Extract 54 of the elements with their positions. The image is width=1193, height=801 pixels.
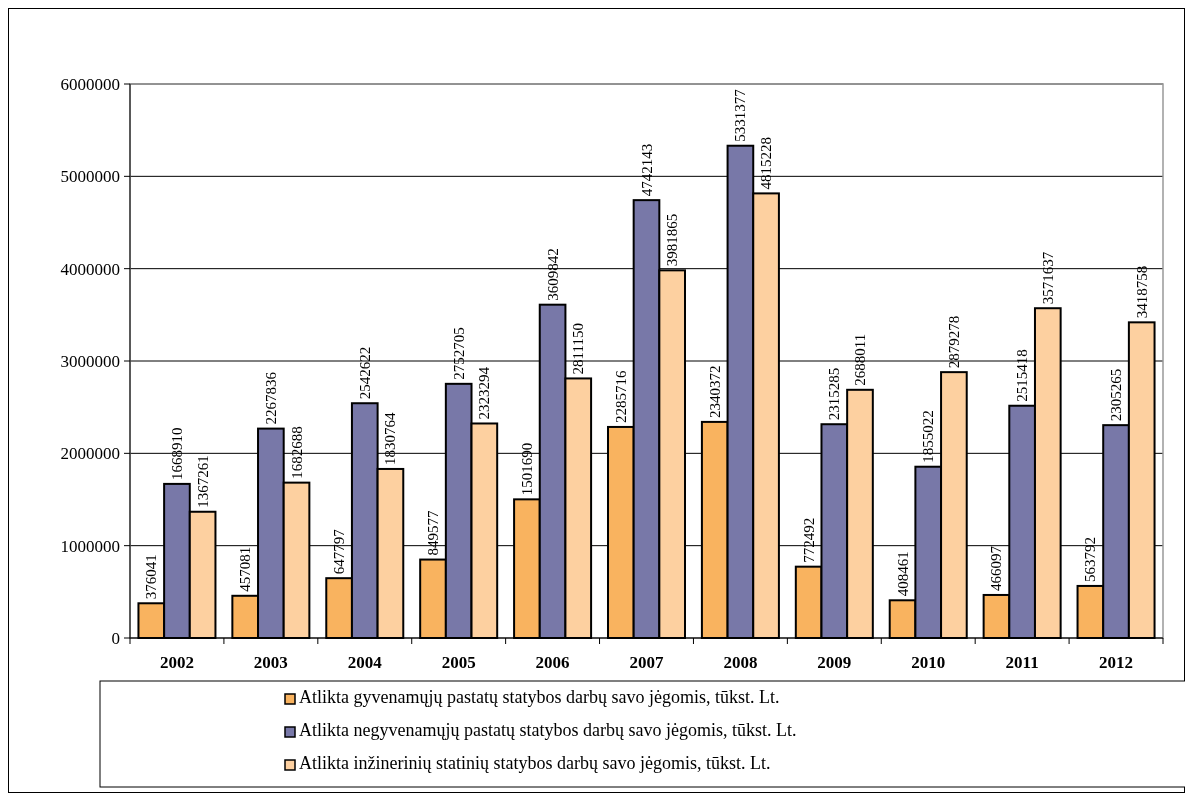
data-label: 3981865	[664, 213, 681, 267]
x-tick-label: 2008	[723, 653, 758, 672]
data-label: 376041	[143, 554, 160, 600]
y-tick-label: 4000000	[60, 259, 120, 279]
x-tick-label: 2009	[817, 653, 852, 672]
data-label: 3609842	[544, 248, 561, 301]
data-label: 563792	[1082, 536, 1099, 582]
data-label: 408461	[894, 551, 911, 597]
y-tick-label: 1000000	[60, 536, 120, 556]
y-tick-label: 2000000	[60, 444, 120, 464]
data-label: 457081	[237, 546, 254, 592]
y-tick-label: 0	[111, 628, 120, 648]
y-tick-label: 5000000	[60, 167, 120, 187]
data-label: 1830764	[382, 411, 399, 465]
legend-label: Atlikta negyvenamųjų pastatų statybos darbų savo jėgomis, tūkst. Lt.	[299, 720, 797, 740]
data-label: 1367261	[194, 455, 211, 508]
data-label: 5331377	[732, 88, 749, 142]
data-label: 466097	[988, 545, 1005, 591]
data-label: 1501690	[518, 442, 535, 496]
x-tick-label: 2007	[629, 653, 664, 672]
data-label: 1668910	[168, 427, 185, 480]
data-label: 2340372	[706, 365, 723, 418]
x-tick-label: 2012	[1099, 653, 1134, 672]
data-label: 2285716	[612, 369, 629, 423]
data-label: 4742143	[638, 143, 655, 197]
y-tick-label: 6000000	[60, 74, 120, 94]
data-label: 2879278	[945, 315, 962, 369]
x-tick-label: 2002	[159, 653, 194, 672]
data-label: 2752705	[450, 327, 467, 380]
data-label: 2315285	[826, 367, 843, 421]
data-label: 4815228	[758, 136, 775, 190]
data-label: 1682688	[288, 426, 305, 479]
x-tick-label: 2004	[347, 653, 383, 672]
x-tick-label: 2003	[253, 653, 288, 672]
x-tick-label: 2011	[1005, 653, 1039, 672]
x-tick-label: 2010	[911, 653, 946, 672]
data-label: 2267836	[262, 371, 279, 425]
legend-label: Atlikta gyvenamųjų pastatų statybos darbų savo jėgomis, tūkst. Lt.	[299, 687, 780, 707]
x-tick-label: 2006	[535, 653, 570, 672]
data-label: 2305265	[1108, 368, 1125, 422]
data-label: 2323294	[476, 366, 493, 420]
data-label: 2688011	[851, 333, 868, 386]
x-tick-label: 2005	[441, 653, 476, 672]
data-label: 849577	[425, 510, 442, 556]
y-tick-label: 3000000	[60, 351, 120, 371]
data-label: 1855022	[920, 410, 937, 463]
legend-label: Atlikta inžinerinių statinių statybos darbų savo jėgomis, tūkst. Lt.	[299, 753, 771, 773]
data-label: 3571637	[1039, 251, 1056, 305]
data-label: 647797	[331, 528, 348, 575]
data-label: 2811150	[570, 323, 587, 375]
data-label: 2515418	[1014, 349, 1031, 402]
data-label: 2542622	[356, 346, 373, 400]
data-label: 3418758	[1133, 265, 1150, 319]
data-label: 772492	[800, 517, 817, 563]
